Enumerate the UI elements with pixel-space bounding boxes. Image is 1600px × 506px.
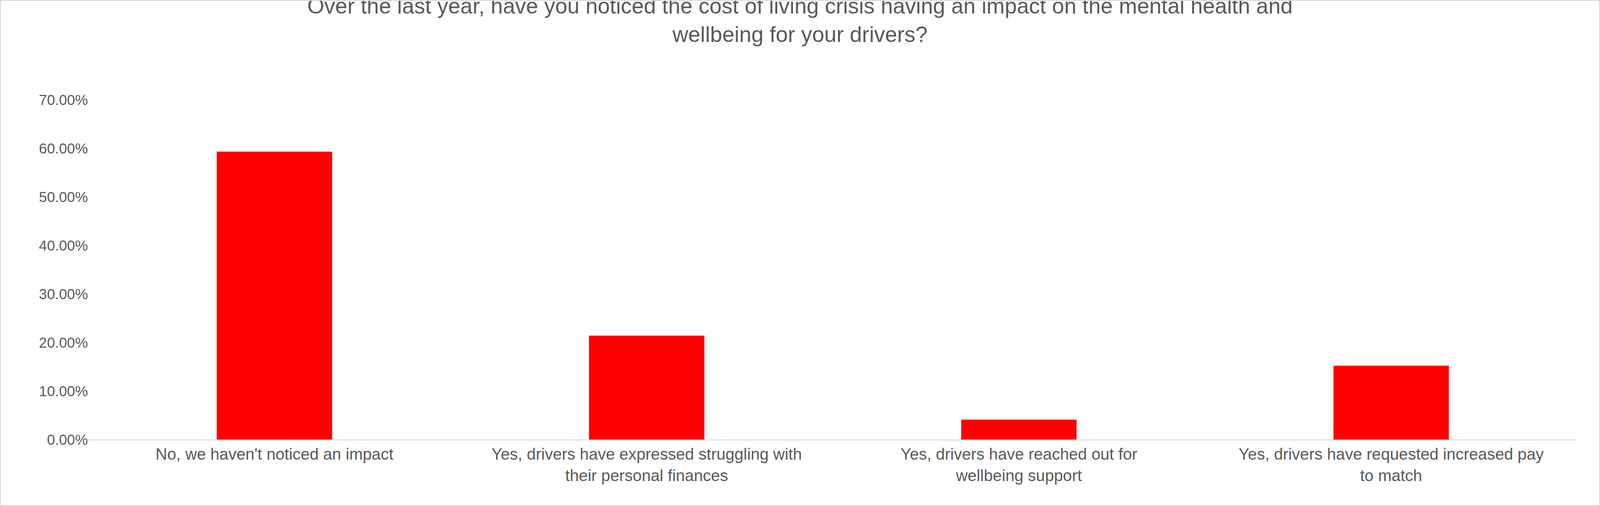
- svg-text:60.00%: 60.00%: [38, 140, 88, 157]
- svg-text:70.00%: 70.00%: [38, 91, 88, 108]
- svg-text:10.00%: 10.00%: [38, 382, 88, 400]
- svg-text:50.00%: 50.00%: [38, 188, 88, 206]
- svg-text:30.00%: 30.00%: [38, 285, 88, 303]
- svg-text:20.00%: 20.00%: [38, 334, 88, 351]
- svg-text:Yes, drivers have reached out: Yes, drivers have reached out forwellbei…: [900, 445, 1138, 484]
- svg-text:0.00%: 0.00%: [46, 431, 88, 448]
- svg-text:40.00%: 40.00%: [38, 237, 88, 254]
- svg-text:Yes, drivers have expressed st: Yes, drivers have expressed struggling w…: [491, 445, 802, 484]
- svg-text:No, we haven't noticed an impa: No, we haven't noticed an impact: [155, 445, 394, 463]
- svg-text:Over the last year, have you n: Over the last year, have you noticed the…: [307, 0, 1293, 47]
- svg-text:Yes, drivers have requested in: Yes, drivers have requested increased pa…: [1238, 445, 1544, 484]
